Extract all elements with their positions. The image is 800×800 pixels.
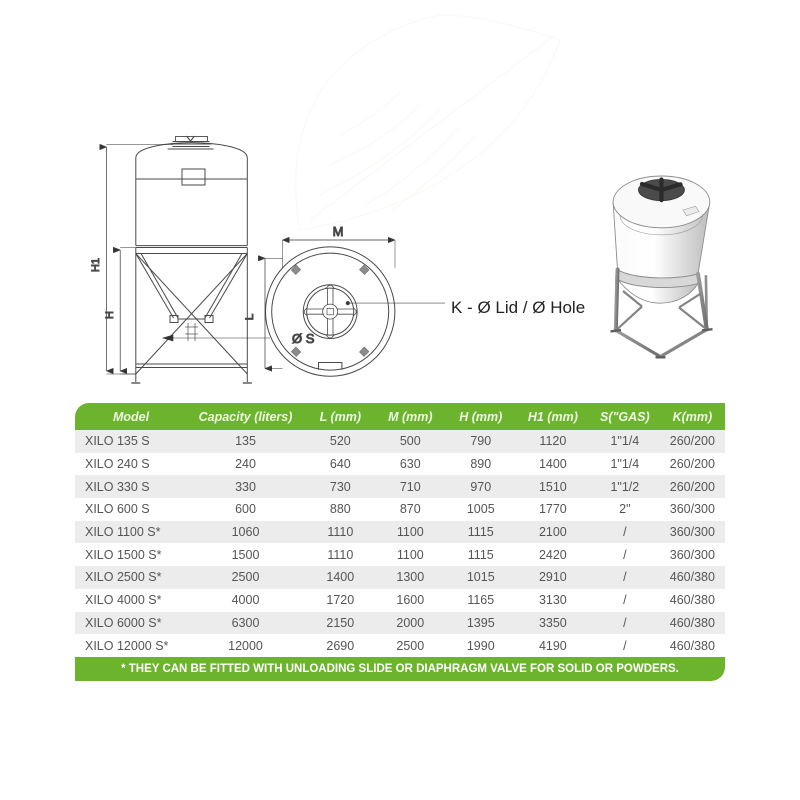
svg-text:H1: H1 bbox=[90, 258, 102, 272]
svg-text:M: M bbox=[333, 225, 344, 239]
svg-text:H: H bbox=[104, 311, 116, 319]
svg-text:L: L bbox=[245, 313, 256, 320]
